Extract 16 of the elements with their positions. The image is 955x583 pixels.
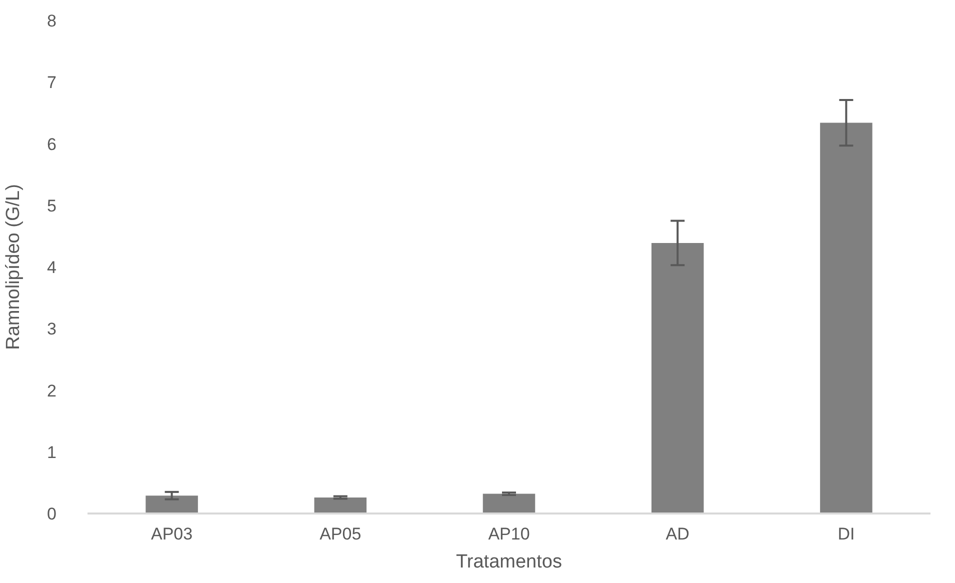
x-tick-label: DI	[838, 524, 855, 544]
x-axis-title: Tratamentos	[456, 552, 562, 572]
y-tick-label: 4	[47, 258, 57, 277]
y-axis-title: Ramnolipídeo (G/L)	[3, 184, 24, 350]
y-tick-label: 7	[47, 73, 57, 92]
y-tick-label: 3	[47, 320, 57, 339]
y-tick-label: 1	[47, 442, 57, 462]
y-tick-label: 5	[47, 196, 57, 216]
x-tick-label: AD	[666, 524, 690, 544]
x-tick-label: AP10	[488, 524, 530, 544]
x-tick-label: AP05	[320, 524, 362, 544]
y-tick-label: 0	[47, 504, 57, 524]
y-tick-label: 2	[47, 381, 57, 400]
x-tick-label: AP03	[151, 524, 193, 544]
y-tick-label: 6	[47, 134, 57, 154]
y-tick-label: 8	[47, 12, 57, 30]
